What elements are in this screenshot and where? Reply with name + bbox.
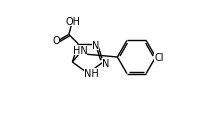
Text: N: N <box>91 40 99 50</box>
Text: OH: OH <box>65 16 80 26</box>
Text: O: O <box>52 36 60 46</box>
Text: HN: HN <box>73 46 87 56</box>
Text: Cl: Cl <box>154 53 164 62</box>
Text: N: N <box>102 58 109 68</box>
Text: NH: NH <box>84 68 99 78</box>
